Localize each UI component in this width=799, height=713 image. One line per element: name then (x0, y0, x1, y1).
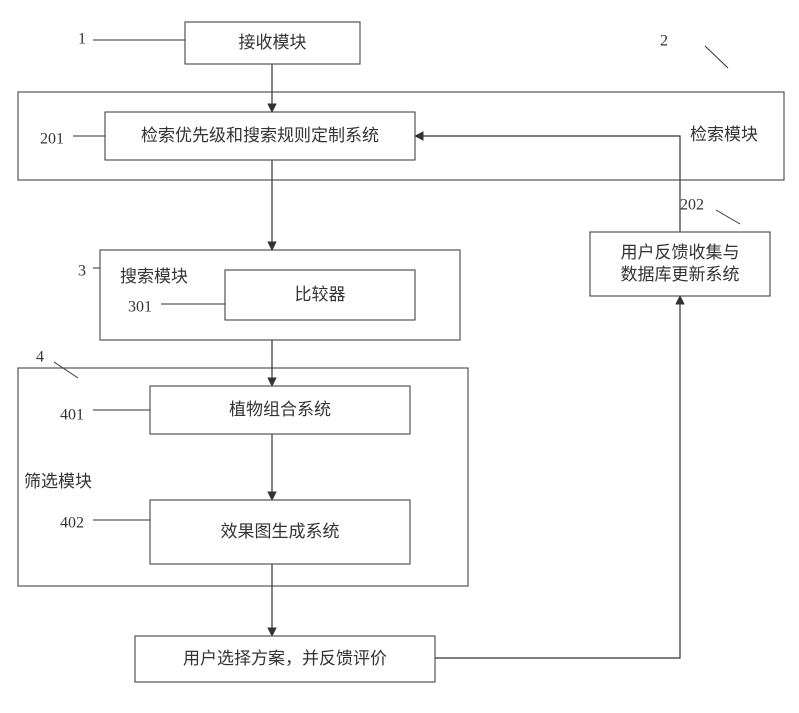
refnum-r201: 201 (40, 131, 64, 148)
label-c2: 检索模块 (690, 125, 758, 144)
leader-r202 (716, 210, 740, 224)
refnum-r3: 3 (78, 263, 86, 280)
refnum-r4: 4 (36, 349, 44, 366)
leader-r4 (54, 362, 78, 378)
label-c3: 搜索模块 (120, 267, 188, 286)
refnum-r1: 1 (78, 31, 86, 48)
refnum-r401: 401 (60, 407, 84, 424)
label-n5: 用户选择方案，并反馈评价 (183, 649, 387, 668)
leader-r2 (705, 46, 728, 68)
refnum-r402: 402 (60, 515, 84, 532)
label-c4: 筛选模块 (24, 472, 92, 491)
edge-e7 (415, 136, 680, 232)
refnum-r2: 2 (660, 33, 668, 50)
label-n202-1: 用户反馈收集与 (621, 243, 740, 262)
label-n202-2: 数据库更新系统 (621, 265, 740, 284)
label-n401: 植物组合系统 (229, 400, 331, 419)
refnum-r202: 202 (680, 197, 704, 214)
label-n402: 效果图生成系统 (221, 522, 340, 541)
refnum-r301: 301 (128, 299, 152, 316)
edge-e6 (435, 296, 680, 658)
label-n1: 接收模块 (239, 33, 307, 52)
label-n301: 比较器 (295, 285, 346, 304)
label-n201: 检索优先级和搜索规则定制系统 (141, 126, 379, 145)
